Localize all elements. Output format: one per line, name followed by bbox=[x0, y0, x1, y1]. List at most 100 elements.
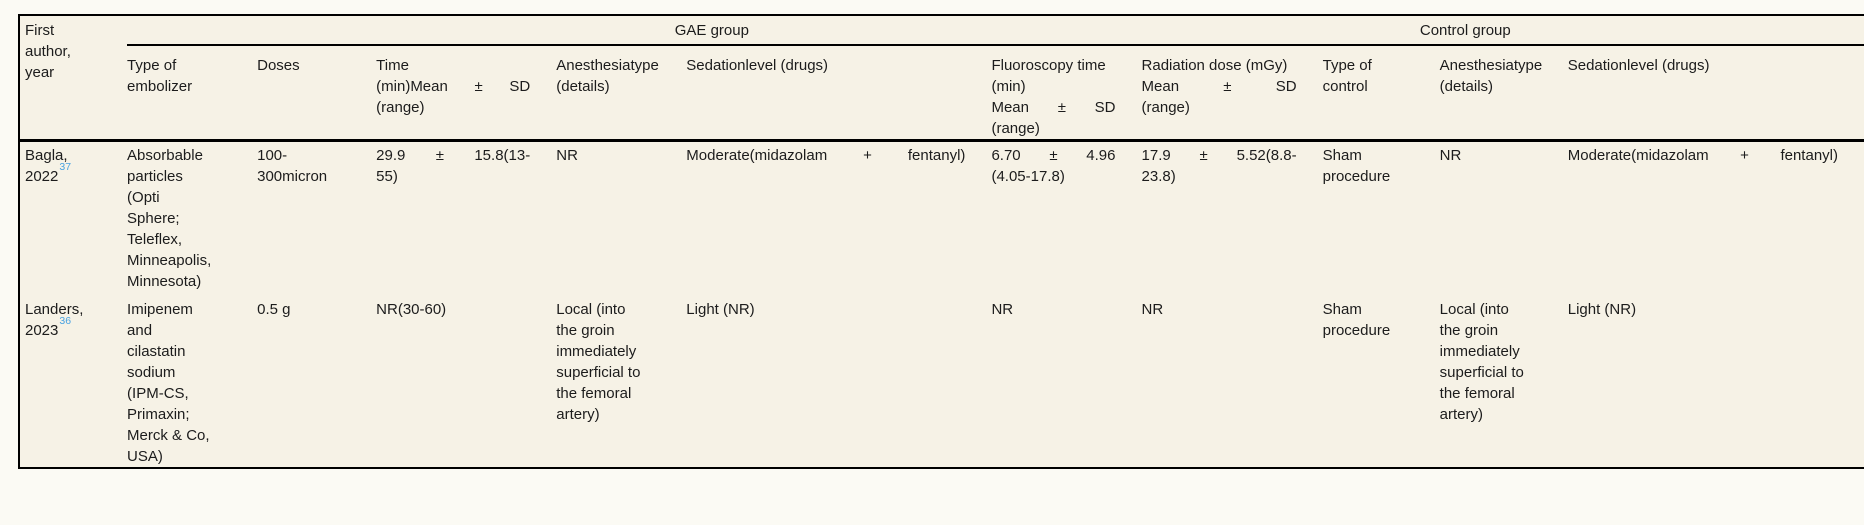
text-line: Bagla, bbox=[25, 147, 68, 164]
text-token: fentanyl) bbox=[1780, 147, 1838, 164]
text-line: NR bbox=[1141, 301, 1164, 318]
text-line: (4.05-17.8) bbox=[991, 168, 1065, 185]
table-body: Bagla, 202237 Absorbable particles (Opti Sphe… bbox=[19, 141, 1864, 469]
text-line: Sham bbox=[1322, 301, 1362, 318]
text-line: Sham bbox=[1322, 147, 1362, 164]
text-line: Light (NR) bbox=[1567, 301, 1637, 318]
text-line: (range) bbox=[991, 120, 1040, 137]
text-line: Doses bbox=[257, 57, 300, 74]
text-line: procedure bbox=[1322, 168, 1391, 185]
text-token: + bbox=[1740, 147, 1749, 164]
text-token: ± bbox=[1199, 147, 1208, 164]
text-token: Moderate(midazolam bbox=[1567, 147, 1709, 164]
col-header-time: Time (min)Mean ± SD (range) bbox=[376, 45, 557, 142]
text-line: embolizer bbox=[127, 78, 193, 95]
text-line: Sedationlevel (drugs) bbox=[1567, 57, 1710, 74]
text-token: Mean bbox=[1141, 78, 1180, 95]
col-header-control-type: Type of control bbox=[1322, 45, 1440, 142]
text-line: the femoral bbox=[1439, 385, 1515, 402]
text-line: Primaxin; bbox=[127, 406, 190, 423]
text-line: (IPM-CS, bbox=[127, 385, 189, 402]
study-characteristics-table-area: First author, year GAE group Control group… bbox=[18, 14, 1864, 469]
text-line: 300micron bbox=[257, 168, 328, 185]
col-header-anesthesia: Anesthesiatype (details) bbox=[556, 45, 687, 142]
text-token: Moderate(midazolam bbox=[686, 147, 828, 164]
text-line: 202336 bbox=[25, 315, 72, 339]
cell-doses: 0.5 g bbox=[257, 296, 377, 469]
text-line: immediately bbox=[556, 343, 637, 360]
cell-time: 29.9 ±15.8(13- 55) bbox=[376, 141, 556, 297]
cell-control-sedation: Light (NR) bbox=[1567, 296, 1864, 469]
text-line: Fluoroscopy time bbox=[991, 57, 1106, 74]
text-line: 6.70 ±4.96 bbox=[991, 145, 1115, 166]
text-token: 15.8(13- bbox=[474, 147, 531, 164]
cell-control-anesthesia: NR bbox=[1440, 141, 1568, 297]
text-line: 23.8) bbox=[1141, 168, 1176, 185]
text-line: (min) bbox=[991, 78, 1026, 95]
cell-fluoro: 6.70 ±4.96 (4.05-17.8) bbox=[991, 141, 1141, 297]
cell-sedation: Moderate(midazolam + fentanyl) bbox=[686, 141, 991, 297]
text-line: 17.9 ±5.52(8.8- bbox=[1142, 145, 1297, 166]
text-line: (details) bbox=[1439, 78, 1494, 95]
cell-fluoro: NR bbox=[991, 296, 1142, 469]
text-line: Type of bbox=[127, 57, 177, 74]
cell-radiation: 17.9 ±5.52(8.8- 23.8) bbox=[1142, 141, 1323, 297]
text-line: Type of bbox=[1322, 57, 1372, 74]
text-line: Sedationlevel (drugs) bbox=[686, 57, 829, 74]
text-line: Landers, bbox=[25, 301, 84, 318]
text-line: 100- bbox=[257, 147, 288, 164]
cell-sedation: Light (NR) bbox=[686, 296, 992, 469]
text-token: SD bbox=[1275, 78, 1297, 95]
text-line: cilastatin bbox=[127, 343, 186, 360]
cell-control-sedation: Moderate(midazolam + fentanyl) bbox=[1568, 141, 1864, 297]
text-line: the groin bbox=[1439, 322, 1499, 339]
text-line: and bbox=[127, 322, 153, 339]
text-line: NR bbox=[556, 147, 578, 164]
cell-first-author-year: Landers, 202336 bbox=[19, 296, 128, 469]
text-token: + bbox=[863, 147, 872, 164]
text-line: Mean ± SD bbox=[1142, 76, 1297, 97]
text-line: Light (NR) bbox=[686, 301, 755, 318]
text-token: (min)Mean bbox=[376, 78, 448, 95]
text-line: Minneapolis, bbox=[127, 252, 212, 269]
col-header-doses: Doses bbox=[257, 45, 377, 142]
text-line: 202237 bbox=[25, 161, 72, 185]
col-header-fluoro: Fluoroscopy time (min) Mean ± SD (range) bbox=[991, 45, 1142, 142]
text-line: artery) bbox=[556, 406, 600, 423]
text-token: ± bbox=[1223, 78, 1232, 95]
corner-header-first-author-year: First author, year bbox=[19, 15, 128, 142]
group-header-row: First author, year GAE group Control group bbox=[19, 15, 1864, 142]
text-line: 0.5 g bbox=[257, 301, 291, 318]
text-line: superficial to bbox=[1439, 364, 1524, 381]
text-token: 17.9 bbox=[1141, 147, 1171, 164]
text-line: (details) bbox=[556, 78, 610, 95]
text-line: author, bbox=[25, 43, 71, 60]
gae-group-header: GAE group bbox=[127, 15, 1323, 46]
text-token: fentanyl) bbox=[907, 147, 966, 164]
text-token: ± bbox=[435, 147, 444, 164]
citation-ref-link[interactable]: 37 bbox=[59, 161, 72, 173]
col-header-sedation: Sedationlevel (drugs) bbox=[686, 45, 992, 142]
cell-first-author-year: Bagla, 202237 bbox=[19, 141, 127, 297]
text-line: Time bbox=[376, 57, 409, 74]
text-line: sodium bbox=[127, 364, 176, 381]
study-characteristics-table: First author, year GAE group Control group… bbox=[18, 14, 1864, 469]
cell-doses: 100- 300micron bbox=[257, 141, 376, 297]
cell-anesthesia: Local (into the groin immediately superfici… bbox=[556, 296, 687, 469]
text-line: the groin bbox=[556, 322, 615, 339]
cell-control-type: Sham procedure bbox=[1322, 296, 1440, 469]
text-line: 55) bbox=[376, 168, 398, 185]
table-row: Landers, 202336 Imipenem and cilastatin sodiu… bbox=[19, 296, 1864, 469]
text-line: Local (into bbox=[556, 301, 626, 318]
text-line: artery) bbox=[1439, 406, 1484, 423]
cell-embolizer: Absorbable particles (Opti Sphere; Teleflex,… bbox=[127, 141, 257, 297]
text-token: ± bbox=[1057, 99, 1066, 116]
col-header-embolizer: Type of embolizer bbox=[127, 45, 258, 142]
text-line: Imipenem bbox=[127, 301, 193, 318]
cell-anesthesia: NR bbox=[556, 141, 686, 297]
text-line: NR bbox=[1439, 147, 1462, 164]
text-line: procedure bbox=[1322, 322, 1391, 339]
text-line: NR(30-60) bbox=[376, 301, 447, 318]
citation-ref-link[interactable]: 36 bbox=[59, 315, 72, 327]
